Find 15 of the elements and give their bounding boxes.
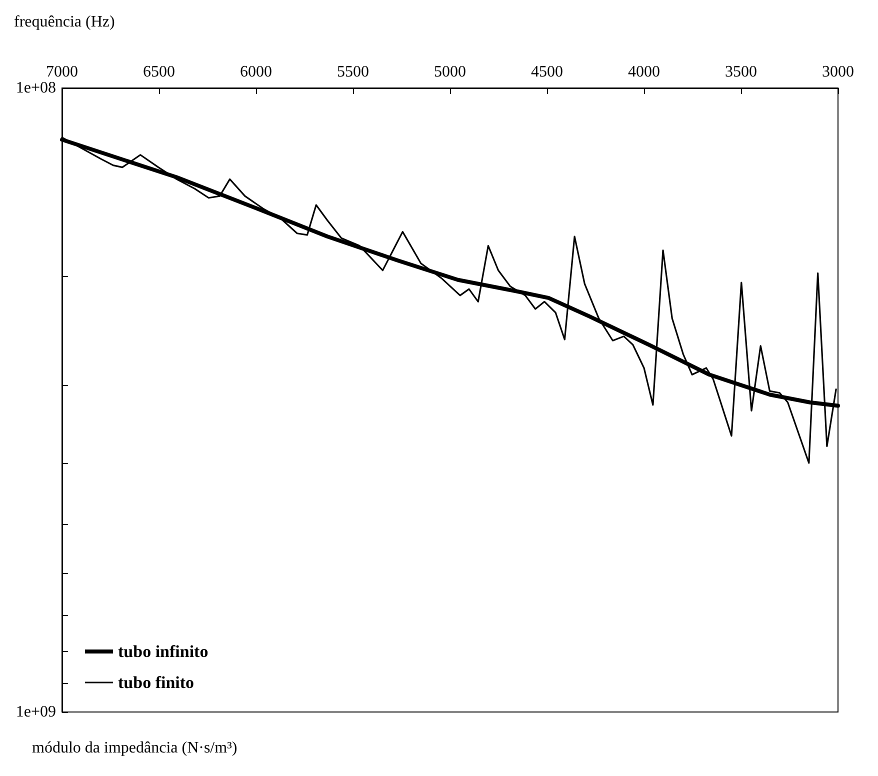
legend-label: tubo infinito [118, 642, 208, 661]
x-tick-label: 6500 [143, 64, 175, 80]
y-tick-label: 1e+08 [16, 80, 56, 96]
x-tick-label: 6000 [240, 64, 272, 80]
legend-label: tubo finito [118, 673, 194, 692]
x-tick-label: 3500 [725, 64, 757, 80]
x-tick-label: 7000 [46, 64, 78, 80]
x-tick-label: 4000 [628, 64, 660, 80]
x-tick-label: 3000 [822, 64, 854, 80]
x-tick-label: 5500 [337, 64, 369, 80]
x-axis-title: frequência (Hz) [14, 14, 115, 30]
x-tick-label: 5000 [434, 64, 466, 80]
x-tick-label: 4500 [531, 64, 563, 80]
y-tick-label: 1e+09 [16, 704, 56, 720]
y-axis-title: módulo da impedância (N·s/m³) [32, 740, 238, 756]
